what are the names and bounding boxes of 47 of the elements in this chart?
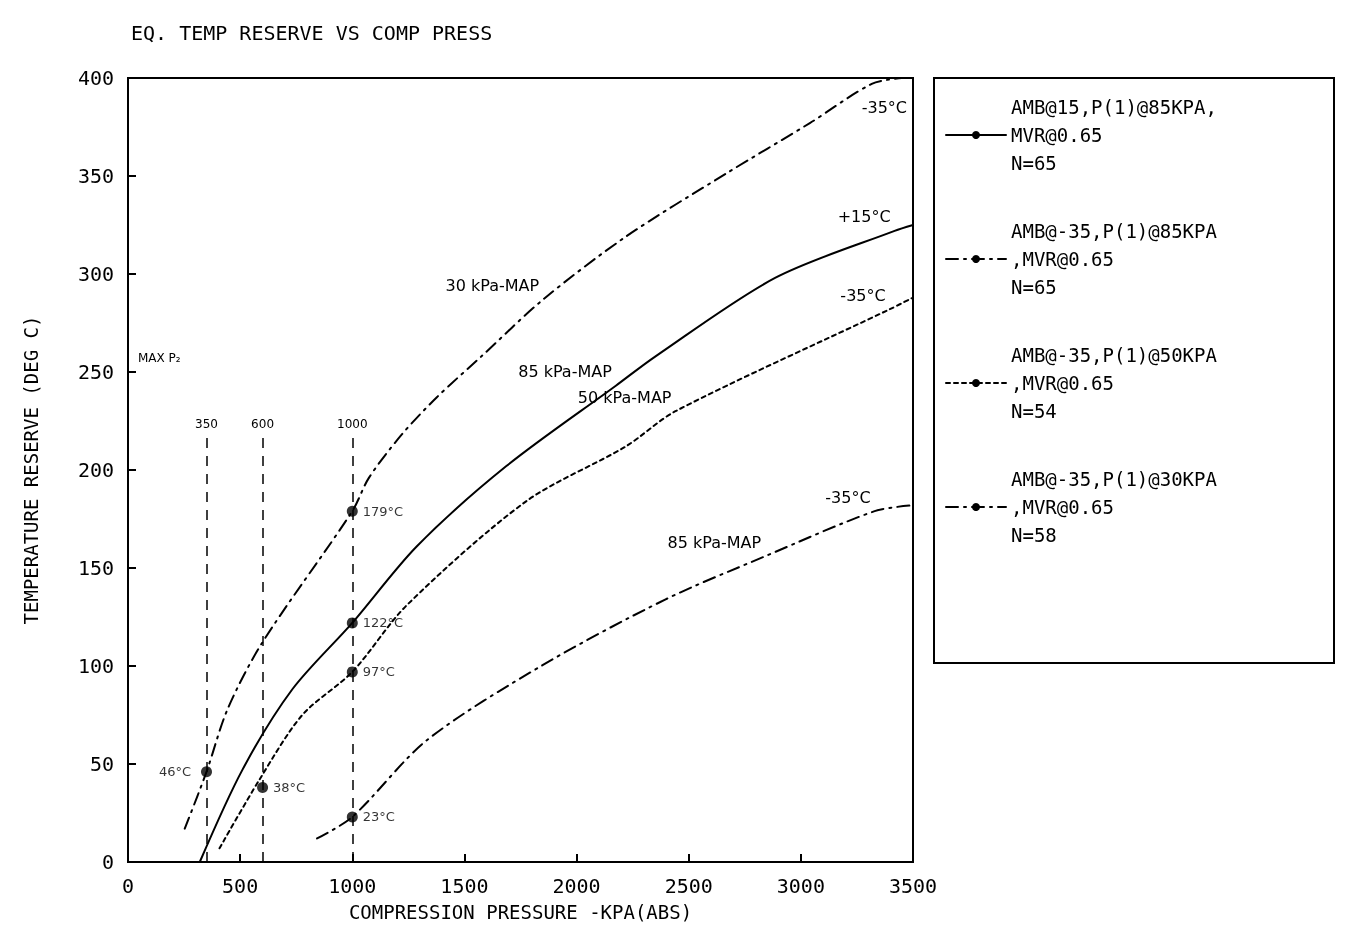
y-axis-title: TEMPERATURE RESERVE (DEG C) xyxy=(19,315,42,625)
y-tick-label: 350 xyxy=(77,164,114,188)
data-label: 23°C xyxy=(362,809,395,825)
legend-label: AMB@15,P(1)@85KPA, MVR@0.65 N=65 xyxy=(1011,96,1217,174)
ref-line-label: 350 xyxy=(195,416,218,431)
y-tick-label: 200 xyxy=(77,458,114,482)
ref-line-label: 600 xyxy=(251,416,275,431)
x-axis-title: COMPRESSION PRESSURE -KPA(ABS) xyxy=(348,900,693,923)
annotation: 85 kPa-MAP xyxy=(667,532,762,552)
x-tick-label: 3500 xyxy=(888,874,938,898)
annotation: -35°C xyxy=(825,487,871,507)
data-label: 122°C xyxy=(362,615,404,631)
point xyxy=(346,505,358,517)
x-tick-label: 1500 xyxy=(440,874,489,898)
chart-title: EQ. TEMP RESERVE VS COMP PRESS xyxy=(131,21,493,45)
legend-label: AMB@-35,P(1)@85KPA ,MVR@0.65 N=65 xyxy=(1011,220,1218,298)
y-tick-label: 100 xyxy=(77,654,114,678)
point xyxy=(346,666,358,678)
annotation: -35°C xyxy=(861,98,908,118)
point xyxy=(257,782,269,794)
y-tick-label: 50 xyxy=(89,752,114,776)
data-label: 97°C xyxy=(362,664,395,680)
x-tick-label: 0 xyxy=(121,874,135,898)
ref-line-label: 1000 xyxy=(337,416,368,431)
y-tick-label: 0 xyxy=(101,850,114,874)
y-tick-label: 250 xyxy=(77,360,114,384)
legend-label: AMB@-35,P(1)@50KPA ,MVR@0.65 N=54 xyxy=(1011,344,1218,422)
x-tick-label: 500 xyxy=(222,874,259,898)
point xyxy=(201,766,212,778)
y-tick-label: 300 xyxy=(77,262,114,286)
annotation: 85 kPa-MAP xyxy=(518,362,613,382)
x-tick-label: 3000 xyxy=(776,874,825,898)
annotation: 30 kPa-MAP xyxy=(445,275,540,295)
x-tick-label: 2500 xyxy=(664,874,713,898)
x-tick-label: 1000 xyxy=(328,874,377,898)
data-label: 38°C xyxy=(273,780,306,796)
x-tick-label: 2000 xyxy=(552,874,601,898)
annotation: -35°C xyxy=(840,285,886,305)
y-tick-label: 150 xyxy=(77,556,114,580)
annotation: +15°C xyxy=(837,207,891,227)
annotation: MAX P₂ xyxy=(138,350,181,365)
y-tick-label: 400 xyxy=(77,66,114,90)
point xyxy=(346,617,358,629)
point xyxy=(346,811,358,823)
data-label: 46°C xyxy=(158,764,191,780)
legend-label: AMB@-35,P(1)@30KPA ,MVR@0.65 N=58 xyxy=(1011,468,1218,546)
data-label: 179°C xyxy=(362,503,404,519)
